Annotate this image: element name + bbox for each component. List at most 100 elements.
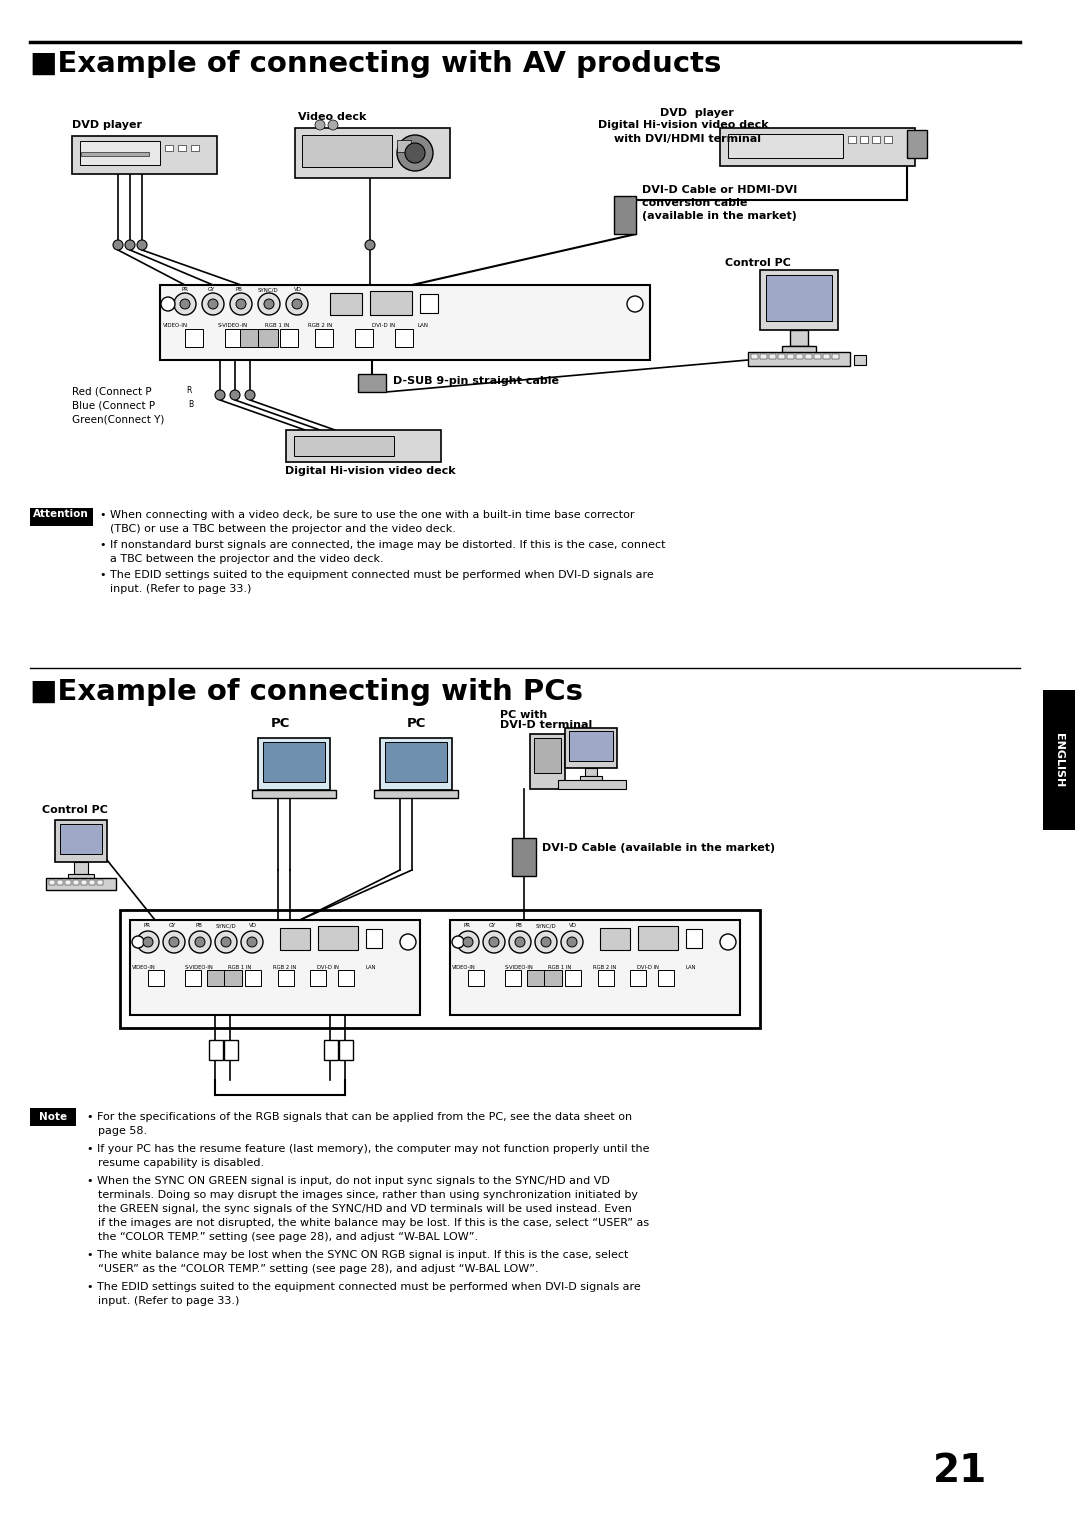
Text: • When the SYNC ON GREEN signal is input, do not input sync signals to the SYNC/: • When the SYNC ON GREEN signal is input… [87, 1177, 610, 1186]
Bar [530, 734, 565, 789]
Text: • The white balance may be lost when the SYNC ON RGB signal is input. If this is: • The white balance may be lost when the… [87, 1250, 629, 1260]
Bar [728, 134, 843, 159]
Circle shape [292, 299, 302, 308]
Text: ENGLISH: ENGLISH [1054, 732, 1064, 787]
Bar [30, 508, 93, 526]
Bar [860, 136, 868, 143]
Bar [286, 430, 441, 462]
Bar [207, 971, 225, 986]
Circle shape [195, 937, 205, 948]
Bar [72, 136, 217, 174]
Bar [565, 728, 617, 768]
Text: the GREEN signal, the sync signals of the SYNC/HD and VD terminals will be used : the GREEN signal, the sync signals of th… [98, 1204, 632, 1215]
Circle shape [515, 937, 525, 948]
Text: Control PC: Control PC [42, 806, 108, 815]
Bar [766, 275, 832, 320]
Bar [278, 971, 294, 986]
Text: Green(Connect Y): Green(Connect Y) [72, 414, 164, 424]
Circle shape [163, 931, 185, 954]
Circle shape [208, 299, 218, 308]
Bar [245, 971, 261, 986]
Circle shape [328, 121, 338, 130]
Circle shape [221, 937, 231, 948]
Text: conversion cable: conversion cable [642, 198, 747, 208]
Bar [330, 293, 362, 314]
Bar [907, 130, 927, 159]
Bar [210, 1041, 222, 1061]
Bar [450, 920, 740, 1015]
Bar [565, 971, 581, 986]
Circle shape [245, 391, 255, 400]
Bar [280, 928, 310, 951]
Bar [160, 285, 650, 360]
Circle shape [720, 934, 735, 951]
Bar [370, 291, 411, 314]
Circle shape [143, 937, 153, 948]
Bar [65, 881, 71, 885]
Bar [97, 881, 103, 885]
Bar [294, 436, 394, 456]
Text: RGB 2 IN: RGB 2 IN [273, 964, 296, 971]
Bar [224, 971, 242, 986]
Bar [512, 838, 536, 876]
Bar [600, 928, 630, 951]
Bar [872, 136, 880, 143]
Bar [585, 768, 597, 777]
Text: • The EDID settings suited to the equipment connected must be performed when DVI: • The EDID settings suited to the equipm… [100, 571, 653, 580]
Bar [787, 354, 794, 359]
Text: the “COLOR TEMP.” setting (see page 28), and adjust “W-BAL LOW”.: the “COLOR TEMP.” setting (see page 28),… [98, 1231, 478, 1242]
Bar [615, 195, 636, 233]
Text: D-SUB 9-pin straight cable: D-SUB 9-pin straight cable [393, 375, 559, 386]
Text: if the images are not disrupted, the white balance may be lost. If this is the c: if the images are not disrupted, the whi… [98, 1218, 649, 1228]
Circle shape [286, 293, 308, 314]
Bar [782, 346, 816, 353]
Text: input. (Refer to page 33.): input. (Refer to page 33.) [110, 584, 252, 594]
Text: • The EDID settings suited to the equipment connected must be performed when DVI: • The EDID settings suited to the equipm… [87, 1282, 640, 1293]
Text: Blue (Connect P: Blue (Connect P [72, 400, 156, 410]
Circle shape [189, 931, 211, 954]
Circle shape [483, 931, 505, 954]
Text: RGB 1 IN: RGB 1 IN [548, 964, 571, 971]
Bar [468, 971, 484, 986]
Bar [527, 971, 545, 986]
Bar [165, 145, 173, 151]
Bar [505, 971, 521, 986]
Text: VD: VD [569, 923, 577, 928]
Text: with DVI/HDMI terminal: with DVI/HDMI terminal [615, 134, 761, 143]
Circle shape [463, 937, 473, 948]
Text: input. (Refer to page 33.): input. (Refer to page 33.) [98, 1296, 240, 1306]
Bar [318, 926, 357, 951]
Circle shape [230, 391, 240, 400]
Text: • When connecting with a video deck, be sure to use the one with a built-in time: • When connecting with a video deck, be … [100, 510, 635, 520]
Bar [832, 354, 839, 359]
Circle shape [113, 240, 123, 250]
Bar [191, 145, 199, 151]
Text: GY: GY [168, 923, 176, 928]
Circle shape [397, 134, 433, 171]
Text: VD: VD [249, 923, 257, 928]
Circle shape [264, 299, 274, 308]
Bar [686, 929, 702, 948]
Text: VD: VD [294, 287, 302, 291]
Circle shape [509, 931, 531, 954]
Bar [885, 136, 892, 143]
Bar [57, 881, 63, 885]
Bar [366, 929, 382, 948]
Text: PC: PC [270, 717, 289, 729]
Bar [55, 819, 107, 862]
Text: “USER” as the “COLOR TEMP.” setting (see page 28), and adjust “W-BAL LOW”.: “USER” as the “COLOR TEMP.” setting (see… [98, 1264, 539, 1274]
Bar [569, 731, 613, 761]
Text: RGB 2 IN: RGB 2 IN [308, 324, 333, 328]
Text: (available in the market): (available in the market) [642, 211, 797, 221]
Text: LAN: LAN [418, 324, 429, 328]
Text: Digital Hi-vision video deck: Digital Hi-vision video deck [598, 121, 769, 130]
Text: SYNC/D: SYNC/D [216, 923, 237, 928]
Text: a TBC between the projector and the video deck.: a TBC between the projector and the vide… [110, 554, 383, 565]
Text: • If nonstandard burst signals are connected, the image may be distorted. If thi: • If nonstandard burst signals are conne… [100, 540, 665, 549]
Circle shape [457, 931, 480, 954]
Bar [75, 862, 87, 874]
Text: Control PC: Control PC [725, 258, 791, 269]
Text: PB: PB [195, 923, 202, 928]
Text: SYNC/D: SYNC/D [536, 923, 557, 928]
Text: SYNC/D: SYNC/D [258, 287, 279, 291]
